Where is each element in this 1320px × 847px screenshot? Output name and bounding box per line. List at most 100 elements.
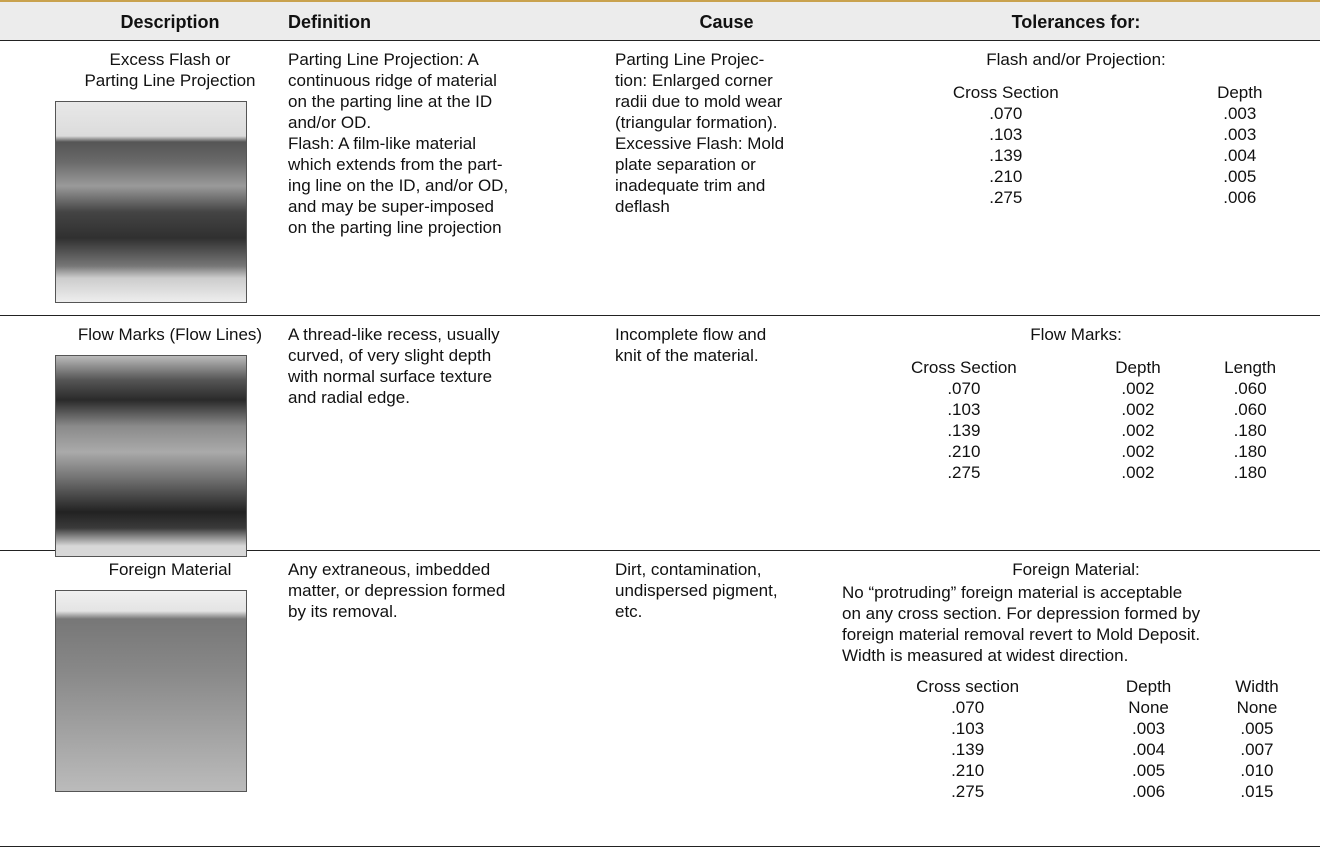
tolerance-value: .275 [951, 782, 985, 801]
defect-photo [55, 590, 247, 792]
cause-line: etc. [615, 602, 643, 621]
cause-cell: Incomplete flow and knit of the material. [612, 324, 838, 557]
description-line: Excess Flash or [109, 50, 231, 69]
tolerance-row: .139 .004 .007 [842, 739, 1310, 760]
cause-line: deflash [615, 197, 670, 216]
tolerance-value: .139 [947, 421, 981, 440]
tolerance-value: .005 [1223, 167, 1257, 186]
tolerance-value: .070 [951, 698, 985, 717]
tolerance-value: .275 [947, 463, 981, 482]
tolerance-column-header: Depth [1217, 83, 1263, 102]
definition-line: with normal surface texture [288, 367, 493, 386]
tolerance-header-row: Cross section Depth Width [842, 676, 1310, 697]
tolerance-value: .103 [951, 719, 985, 738]
tolerance-value: .002 [1121, 400, 1155, 419]
description-line: Parting Line Projection [84, 71, 256, 90]
column-header: Description [120, 11, 220, 32]
description-line: Foreign Material [108, 560, 232, 579]
tolerance-value: .005 [1132, 761, 1166, 780]
definition-cell: Any extraneous, imbedded matter, or depre… [285, 559, 612, 846]
column-header: Tolerances for: [1011, 11, 1141, 32]
tolerance-header-row: Cross Section Depth [842, 82, 1310, 103]
tolerance-row: .139 .004 [842, 145, 1310, 166]
tolerance-title: Flash and/or Projection: [986, 50, 1166, 69]
tolerance-row: .103 .003 [842, 124, 1310, 145]
tolerance-value: .139 [951, 740, 985, 759]
tolerance-row: .210 .005 [842, 166, 1310, 187]
tolerance-column-header: Depth [1125, 677, 1172, 696]
cause-line: (triangular formation). [615, 113, 778, 132]
cause-cell: Parting Line Projec-tion: Enlarged corne… [612, 49, 838, 315]
tolerance-row: .070 .002 .060 [842, 378, 1310, 399]
tolerance-row: .103 .003 .005 [842, 718, 1310, 739]
cause-line: undispersed pigment, [615, 581, 778, 600]
cause-line: tion: Enlarged corner [615, 71, 773, 90]
tolerance-value: None [1236, 698, 1278, 717]
tolerance-value: .210 [951, 761, 985, 780]
description-line: Flow Marks (Flow Lines) [77, 325, 263, 344]
tolerance-value: .004 [1223, 146, 1257, 165]
cause-cell: Dirt, contamination, undispersed pigment,… [612, 559, 838, 846]
definition-line: on the parting line at the ID [288, 92, 493, 111]
definition-line: Parting Line Projection: A [288, 50, 479, 69]
cause-line: Parting Line Projec- [615, 50, 765, 69]
tolerance-table: Cross Section Depth Length .070.002.060.103… [842, 357, 1310, 483]
tolerance-cell: Flash and/or Projection: Cross Section Dep… [838, 49, 1320, 315]
tolerance-row: .275 .006 [842, 187, 1310, 208]
cause-line: Dirt, contamination, [615, 560, 762, 579]
tolerance-column-header: Length [1224, 358, 1277, 377]
tolerance-column-header: Cross section [916, 677, 1020, 696]
note-line: foreign material removal revert to Mold … [842, 625, 1201, 644]
note-line: No “protruding” foreign material is acce… [842, 583, 1183, 602]
tolerance-value: .103 [947, 400, 981, 419]
tolerance-value: .002 [1121, 463, 1155, 482]
tolerance-table: Cross section Depth Width .070 None None .103.… [842, 676, 1310, 802]
definition-line: A thread-like recess, usually [288, 325, 500, 344]
tolerance-value: .070 [989, 104, 1023, 123]
description-cell: Flow Marks (Flow Lines) [0, 324, 285, 557]
tolerance-cell: Foreign Material: No “protruding” foreign… [838, 559, 1320, 846]
tolerance-row: .210 .002 .180 [842, 441, 1310, 462]
tolerance-row: .070 None None [842, 697, 1310, 718]
tolerance-value: .210 [989, 167, 1023, 186]
tolerance-value: .005 [1240, 719, 1274, 738]
tolerance-value: .180 [1233, 442, 1267, 461]
tolerance-row: .275 .002 .180 [842, 462, 1310, 483]
cause-line: Incomplete flow and [615, 325, 767, 344]
table-row: Flow Marks (Flow Lines) A thread-like rec… [0, 316, 1320, 557]
tolerance-value: .139 [989, 146, 1023, 165]
tolerance-title: Foreign Material: [1012, 560, 1140, 579]
definition-line: continuous ridge of material [288, 71, 497, 90]
tolerance-value: .002 [1121, 442, 1155, 461]
tolerance-value: .010 [1240, 761, 1274, 780]
note-line: Width is measured at widest direction. [842, 646, 1129, 665]
table-row: Excess Flash or Parting Line Projection Pa… [0, 41, 1320, 316]
definition-line: on the parting line projection [288, 218, 502, 237]
note-line: on any cross section. For depression for… [842, 604, 1201, 623]
tolerance-value: .002 [1121, 421, 1155, 440]
tolerance-header-row: Cross Section Depth Length [842, 357, 1310, 378]
tolerance-value: .060 [1233, 400, 1267, 419]
defect-photo [55, 355, 247, 557]
definition-cell: A thread-like recess, usually curved, of … [285, 324, 612, 557]
definition-line: and radial edge. [288, 388, 410, 407]
definition-line: curved, of very slight depth [288, 346, 492, 365]
column-header: Definition [288, 11, 371, 32]
tolerance-value: .004 [1132, 740, 1166, 759]
tolerance-value: .210 [947, 442, 981, 461]
defect-photo [55, 101, 247, 303]
tolerance-value: .003 [1223, 125, 1257, 144]
tolerance-value: None [1128, 698, 1169, 717]
cause-line: plate separation or [615, 155, 756, 174]
tolerance-value: .006 [1223, 188, 1257, 207]
tolerance-column-header: Width [1235, 677, 1279, 696]
column-header: Cause [699, 11, 754, 32]
tolerance-value: .060 [1233, 379, 1267, 398]
cause-line: inadequate trim and [615, 176, 766, 195]
tolerance-value: .070 [947, 379, 981, 398]
definition-line: Any extraneous, imbedded [288, 560, 491, 579]
tolerance-value: .003 [1223, 104, 1257, 123]
cause-line: radii due to mold wear [615, 92, 783, 111]
